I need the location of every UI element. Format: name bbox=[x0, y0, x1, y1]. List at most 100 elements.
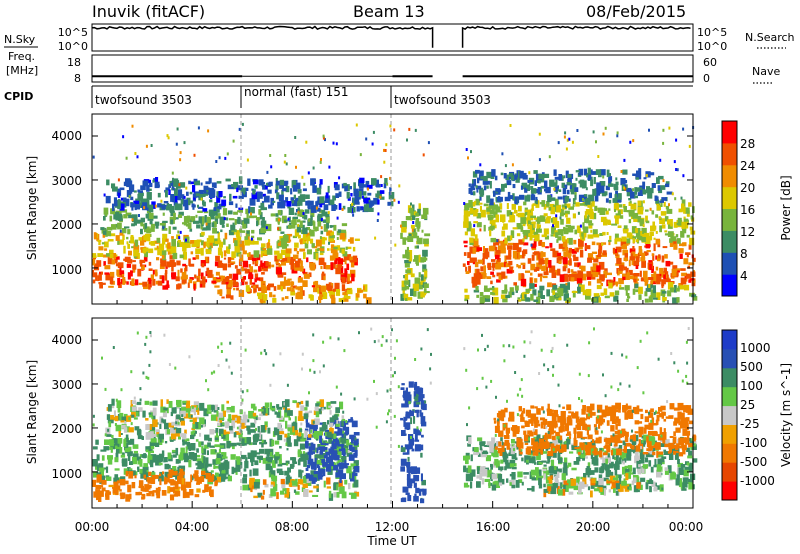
heatmap-cell bbox=[565, 213, 568, 218]
heatmap-cell bbox=[215, 271, 220, 276]
heatmap-cell bbox=[284, 404, 288, 413]
heatmap-cell bbox=[465, 148, 468, 151]
heatmap-cell bbox=[615, 423, 618, 430]
heatmap-cell bbox=[110, 447, 113, 453]
heatmap-cell bbox=[207, 450, 209, 456]
heatmap-cell bbox=[524, 235, 527, 239]
heatmap-cell bbox=[162, 471, 165, 475]
heatmap-cell bbox=[197, 460, 203, 469]
heatmap-cell bbox=[134, 239, 139, 247]
heatmap-cell bbox=[568, 411, 572, 414]
heatmap-cell bbox=[659, 218, 665, 224]
heatmap-cell bbox=[231, 278, 234, 282]
heatmap-cell bbox=[480, 209, 486, 218]
heatmap-cell bbox=[645, 409, 648, 414]
heatmap-cell bbox=[571, 249, 577, 254]
heatmap-cell bbox=[308, 229, 315, 237]
heatmap-cell bbox=[692, 296, 698, 301]
heatmap-cell bbox=[480, 448, 483, 457]
heatmap-cell bbox=[479, 195, 482, 201]
heatmap-cell bbox=[572, 254, 576, 258]
heatmap-cell bbox=[502, 296, 508, 303]
heatmap-cell bbox=[510, 446, 515, 455]
heatmap-cell bbox=[562, 266, 567, 272]
heatmap-cell bbox=[108, 421, 112, 428]
heatmap-cell bbox=[647, 190, 653, 199]
heatmap-cell bbox=[134, 204, 140, 210]
heatmap-cell bbox=[324, 431, 329, 437]
heatmap-cell bbox=[156, 491, 161, 499]
heatmap-cell bbox=[673, 431, 676, 436]
heatmap-cell bbox=[308, 446, 313, 453]
heatmap-cell bbox=[317, 444, 320, 448]
heatmap-cell bbox=[155, 280, 159, 285]
heatmap-cell bbox=[164, 269, 168, 274]
heatmap-cell bbox=[628, 484, 631, 488]
heatmap-cell bbox=[344, 184, 348, 192]
heatmap-cell bbox=[507, 238, 511, 241]
heatmap-cell bbox=[599, 169, 606, 176]
heatmap-cell bbox=[665, 183, 670, 188]
heatmap-cell bbox=[631, 236, 637, 240]
heatmap-cell bbox=[681, 272, 687, 277]
heatmap-cell bbox=[645, 215, 648, 222]
heatmap-cell bbox=[315, 471, 320, 478]
heatmap-cell bbox=[554, 269, 560, 276]
heatmap-cell bbox=[572, 213, 576, 219]
heatmap-cell bbox=[600, 216, 607, 223]
heatmap-cell bbox=[393, 198, 396, 202]
heatmap-cell bbox=[407, 480, 412, 489]
heatmap-cell bbox=[673, 221, 678, 228]
heatmap-cell bbox=[288, 239, 292, 242]
heatmap-cell bbox=[630, 192, 636, 199]
heatmap-cell bbox=[216, 476, 221, 483]
heatmap-cell bbox=[130, 191, 133, 194]
heatmap-cell bbox=[272, 460, 276, 468]
heatmap-cell bbox=[147, 455, 153, 463]
heatmap-cell bbox=[196, 224, 201, 229]
heatmap-cell bbox=[212, 459, 218, 465]
heatmap-cell bbox=[320, 285, 326, 292]
heatmap-cell bbox=[242, 279, 245, 282]
heatmap-cell bbox=[223, 217, 226, 221]
heatmap-cell bbox=[689, 439, 695, 445]
heatmap-cell bbox=[602, 175, 605, 179]
heatmap-cell bbox=[679, 253, 683, 259]
heatmap-cell bbox=[190, 251, 194, 255]
heatmap-cell bbox=[495, 250, 501, 254]
heatmap-cell bbox=[133, 200, 140, 205]
heatmap-cell bbox=[532, 234, 538, 238]
heatmap-cell bbox=[286, 448, 289, 451]
heatmap-cell bbox=[142, 180, 149, 187]
heatmap-cell bbox=[195, 454, 201, 458]
heatmap-cell bbox=[333, 434, 336, 439]
heatmap-cell bbox=[530, 194, 536, 201]
heatmap-cell bbox=[565, 224, 571, 228]
heatmap-cell bbox=[336, 245, 341, 251]
heatmap-cell bbox=[198, 216, 205, 224]
heatmap-cell bbox=[202, 276, 206, 285]
heatmap-cell bbox=[298, 196, 303, 203]
heatmap-cell bbox=[634, 187, 637, 195]
heatmap-cell bbox=[371, 142, 374, 146]
heatmap-cell bbox=[573, 440, 578, 446]
heatmap-cell bbox=[528, 217, 531, 225]
heatmap-cell bbox=[287, 467, 291, 473]
heatmap-cell bbox=[169, 487, 175, 492]
heatmap-cell bbox=[374, 236, 377, 240]
heatmap-cell bbox=[479, 190, 484, 197]
heatmap-cell bbox=[175, 447, 179, 456]
heatmap-cell bbox=[677, 217, 682, 226]
heatmap-cell bbox=[673, 451, 676, 455]
heatmap-cell bbox=[573, 239, 577, 245]
heatmap-cell bbox=[248, 215, 255, 219]
heatmap-cell bbox=[639, 249, 643, 255]
heatmap-cell bbox=[589, 212, 594, 220]
heatmap-cell bbox=[232, 195, 238, 199]
heatmap-cell bbox=[294, 220, 297, 225]
heatmap-cell bbox=[411, 466, 417, 475]
heatmap-cell bbox=[322, 134, 325, 138]
heatmap-cell bbox=[302, 476, 308, 484]
heatmap-cell bbox=[549, 295, 555, 302]
heatmap-cell bbox=[380, 175, 383, 179]
